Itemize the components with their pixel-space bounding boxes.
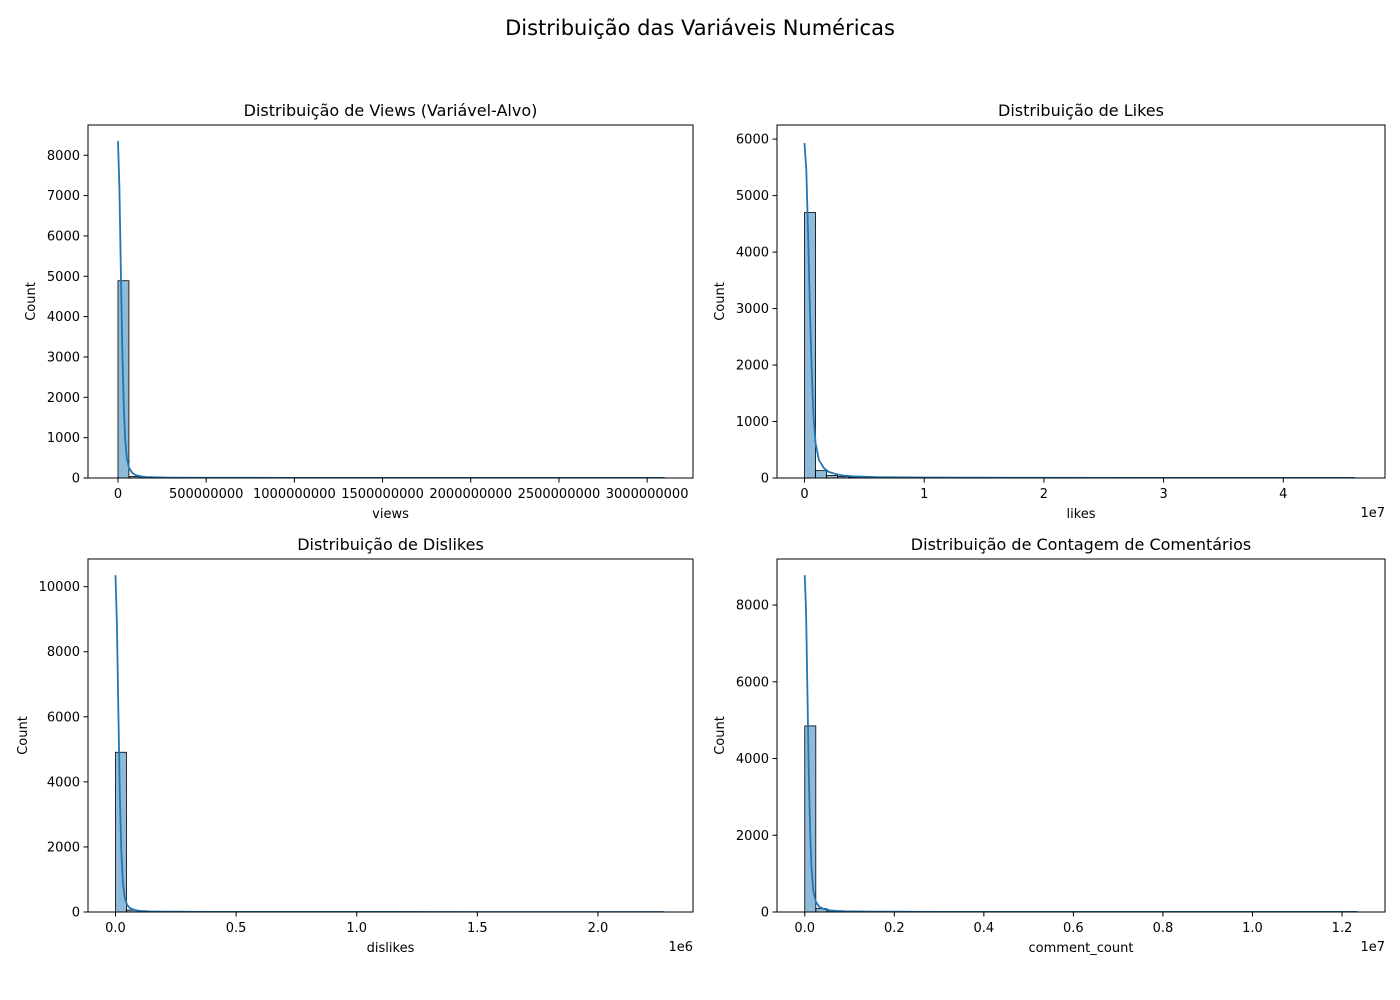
y-axis-label: Count	[16, 716, 31, 755]
x-offset-label: 1e7	[1360, 940, 1385, 955]
x-tick-label: 0.6	[1063, 921, 1084, 936]
y-tick-label: 2000	[736, 359, 769, 374]
y-axis-label: Count	[713, 716, 728, 755]
x-tick-label: 0	[114, 487, 122, 502]
y-tick-label: 6000	[736, 133, 769, 148]
y-tick-label: 0	[72, 906, 80, 921]
x-tick-label: 1000000000	[253, 487, 336, 502]
x-tick-label: 0.0	[105, 921, 126, 936]
axes-frame	[87, 558, 694, 913]
subplot-1: 0 500000000 1000000000 1500000000 2000000000…	[24, 101, 694, 522]
y-tick-label: 10000	[39, 580, 80, 595]
x-tick-label: 2500000000	[518, 487, 601, 502]
y-tick-label: 6000	[47, 229, 80, 244]
y-tick-label: 1000	[47, 431, 80, 446]
y-axis-label: Count	[24, 282, 39, 321]
y-tick-label: 8000	[47, 645, 80, 660]
subplot-title: Distribuição de Likes	[998, 101, 1164, 120]
y-tick-label: 8000	[47, 149, 80, 164]
figure-title: Distribuição das Variáveis Numéricas	[505, 16, 895, 40]
x-tick-label: 4	[1279, 487, 1287, 502]
subplot-3: 0.0 0.5 1.0 1.5 2.0 0 2000 4000 6000 8000 10000 Dis…	[16, 535, 694, 956]
plot-area	[114, 575, 665, 912]
axes-frame	[87, 124, 694, 479]
y-tick-label: 8000	[736, 599, 769, 614]
y-tick-label: 2000	[47, 840, 80, 855]
x-tick-label: 0.4	[974, 921, 995, 936]
axes-frame	[776, 124, 1386, 479]
x-tick-label: 1.0	[346, 921, 367, 936]
x-tick-label: 0.8	[1153, 921, 1174, 936]
y-tick-label: 7000	[47, 189, 80, 204]
x-tick-label: 0.2	[884, 921, 905, 936]
y-tick-label: 4000	[736, 752, 769, 767]
x-tick-label: 2000000000	[429, 487, 512, 502]
y-tick-label: 4000	[47, 775, 80, 790]
axes-frame	[776, 558, 1386, 913]
x-tick-label: 3	[1159, 487, 1167, 502]
kde-line	[114, 575, 665, 912]
subplot-title: Distribuição de Views (Variável-Alvo)	[244, 101, 538, 120]
x-tick-label: 1500000000	[341, 487, 424, 502]
y-tick-label: 6000	[736, 675, 769, 690]
y-axis-label: Count	[713, 282, 728, 321]
x-tick-label: 0.0	[794, 921, 815, 936]
x-offset-label: 1e7	[1360, 506, 1385, 521]
x-tick-label: 1	[920, 487, 928, 502]
y-tick-label: 0	[72, 472, 80, 487]
subplot-title: Distribuição de Dislikes	[297, 535, 484, 554]
y-tick-label: 1000	[736, 415, 769, 430]
subplot-2: 0 1 2 3 4 0 1000 2000 3000 4000 5000 6000 Distribuiç…	[713, 101, 1386, 522]
x-axis-label: comment_count	[1029, 941, 1134, 956]
x-offset-label: 1e6	[668, 940, 693, 955]
x-tick-label: 3000000000	[606, 487, 689, 502]
y-tick-label: 2000	[47, 391, 80, 406]
y-tick-label: 4000	[736, 246, 769, 261]
y-tick-label: 5000	[47, 270, 80, 285]
kde-line	[117, 141, 665, 478]
x-tick-label: 1.5	[467, 921, 488, 936]
y-tick-label: 0	[761, 472, 769, 487]
histogram-bar	[804, 212, 816, 478]
x-tick-label: 2.0	[588, 921, 609, 936]
y-tick-label: 4000	[47, 310, 80, 325]
x-tick-label: 500000000	[169, 487, 243, 502]
y-tick-label: 5000	[736, 189, 769, 204]
x-axis-label: views	[372, 507, 409, 522]
kde-line	[803, 575, 1358, 912]
y-tick-label: 6000	[47, 710, 80, 725]
x-axis-label: likes	[1066, 507, 1095, 522]
y-tick-label: 3000	[736, 302, 769, 317]
subplot-title: Distribuição de Contagem de Comentários	[911, 535, 1251, 554]
x-tick-label: 0.5	[226, 921, 247, 936]
x-tick-label: 2	[1040, 487, 1048, 502]
y-tick-label: 0	[761, 906, 769, 921]
x-axis-label: dislikes	[367, 941, 415, 956]
plot-area	[117, 141, 666, 478]
y-tick-label: 3000	[47, 350, 80, 365]
histogram-bar	[815, 470, 827, 478]
y-tick-label: 2000	[736, 829, 769, 844]
plot-area	[803, 575, 1359, 912]
subplot-4: 0.0 0.2 0.4 0.6 0.8 1.0 1.2 0 2000 4000 6000 8000 Di…	[713, 535, 1386, 956]
x-tick-label: 1.0	[1242, 921, 1263, 936]
kde-line	[803, 143, 1356, 478]
plot-area	[803, 143, 1356, 478]
x-tick-label: 0	[800, 487, 808, 502]
x-tick-label: 1.2	[1332, 921, 1353, 936]
